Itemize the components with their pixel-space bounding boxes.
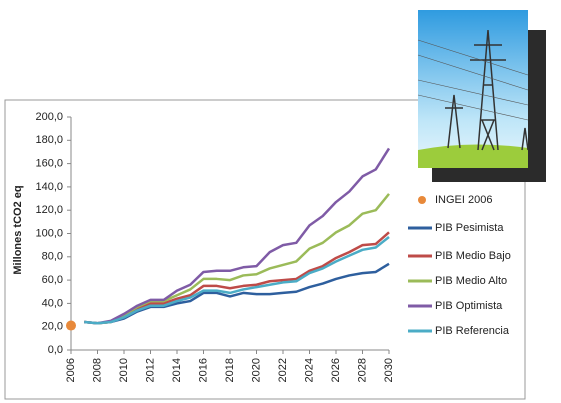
y-tick-label: 0,0 — [48, 344, 63, 356]
x-tick-label: 2016 — [197, 358, 209, 382]
x-tick-label: 2022 — [277, 358, 289, 382]
y-tick-label: 120,0 — [35, 204, 63, 216]
x-tick-label: 2028 — [356, 358, 368, 382]
y-tick-label: 60,0 — [42, 274, 63, 286]
x-tick-label: 2014 — [171, 358, 183, 382]
x-tick-label: 2018 — [224, 358, 236, 382]
legend-label: PIB Pesimista — [435, 222, 504, 234]
series-line — [84, 147, 391, 325]
y-tick-label: 100,0 — [35, 227, 63, 239]
legend-label: INGEI 2006 — [435, 194, 492, 206]
y-tick-label: 180,0 — [35, 134, 63, 146]
x-tick-label: 2026 — [330, 358, 342, 382]
y-axis-label: Millones tCO2 eq — [12, 185, 24, 274]
x-tick-label: 2006 — [65, 358, 77, 382]
x-tick-label: 2030 — [383, 358, 395, 382]
legend-label: PIB Medio Bajo — [435, 250, 511, 262]
x-tick-label: 2024 — [303, 358, 315, 382]
y-tick-label: 40,0 — [42, 297, 63, 309]
series-line — [84, 236, 390, 325]
legend-label: PIB Referencia — [435, 325, 510, 337]
y-tick-label: 20,0 — [42, 321, 63, 333]
y-tick-label: 160,0 — [35, 158, 63, 170]
y-tick-label: 80,0 — [42, 251, 63, 263]
illustration — [417, 10, 546, 182]
x-tick-label: 2020 — [250, 358, 262, 382]
y-tick-label: 140,0 — [35, 181, 63, 193]
y-tick-label: 200,0 — [35, 111, 63, 123]
x-tick-label: 2010 — [118, 358, 130, 382]
x-tick-label: 2012 — [144, 358, 156, 382]
x-tick-label: 2008 — [91, 358, 103, 382]
legend-label: PIB Optimista — [435, 300, 503, 312]
legend-marker — [418, 196, 426, 204]
legend-label: PIB Medio Alto — [435, 275, 507, 287]
data-point — [66, 320, 76, 331]
